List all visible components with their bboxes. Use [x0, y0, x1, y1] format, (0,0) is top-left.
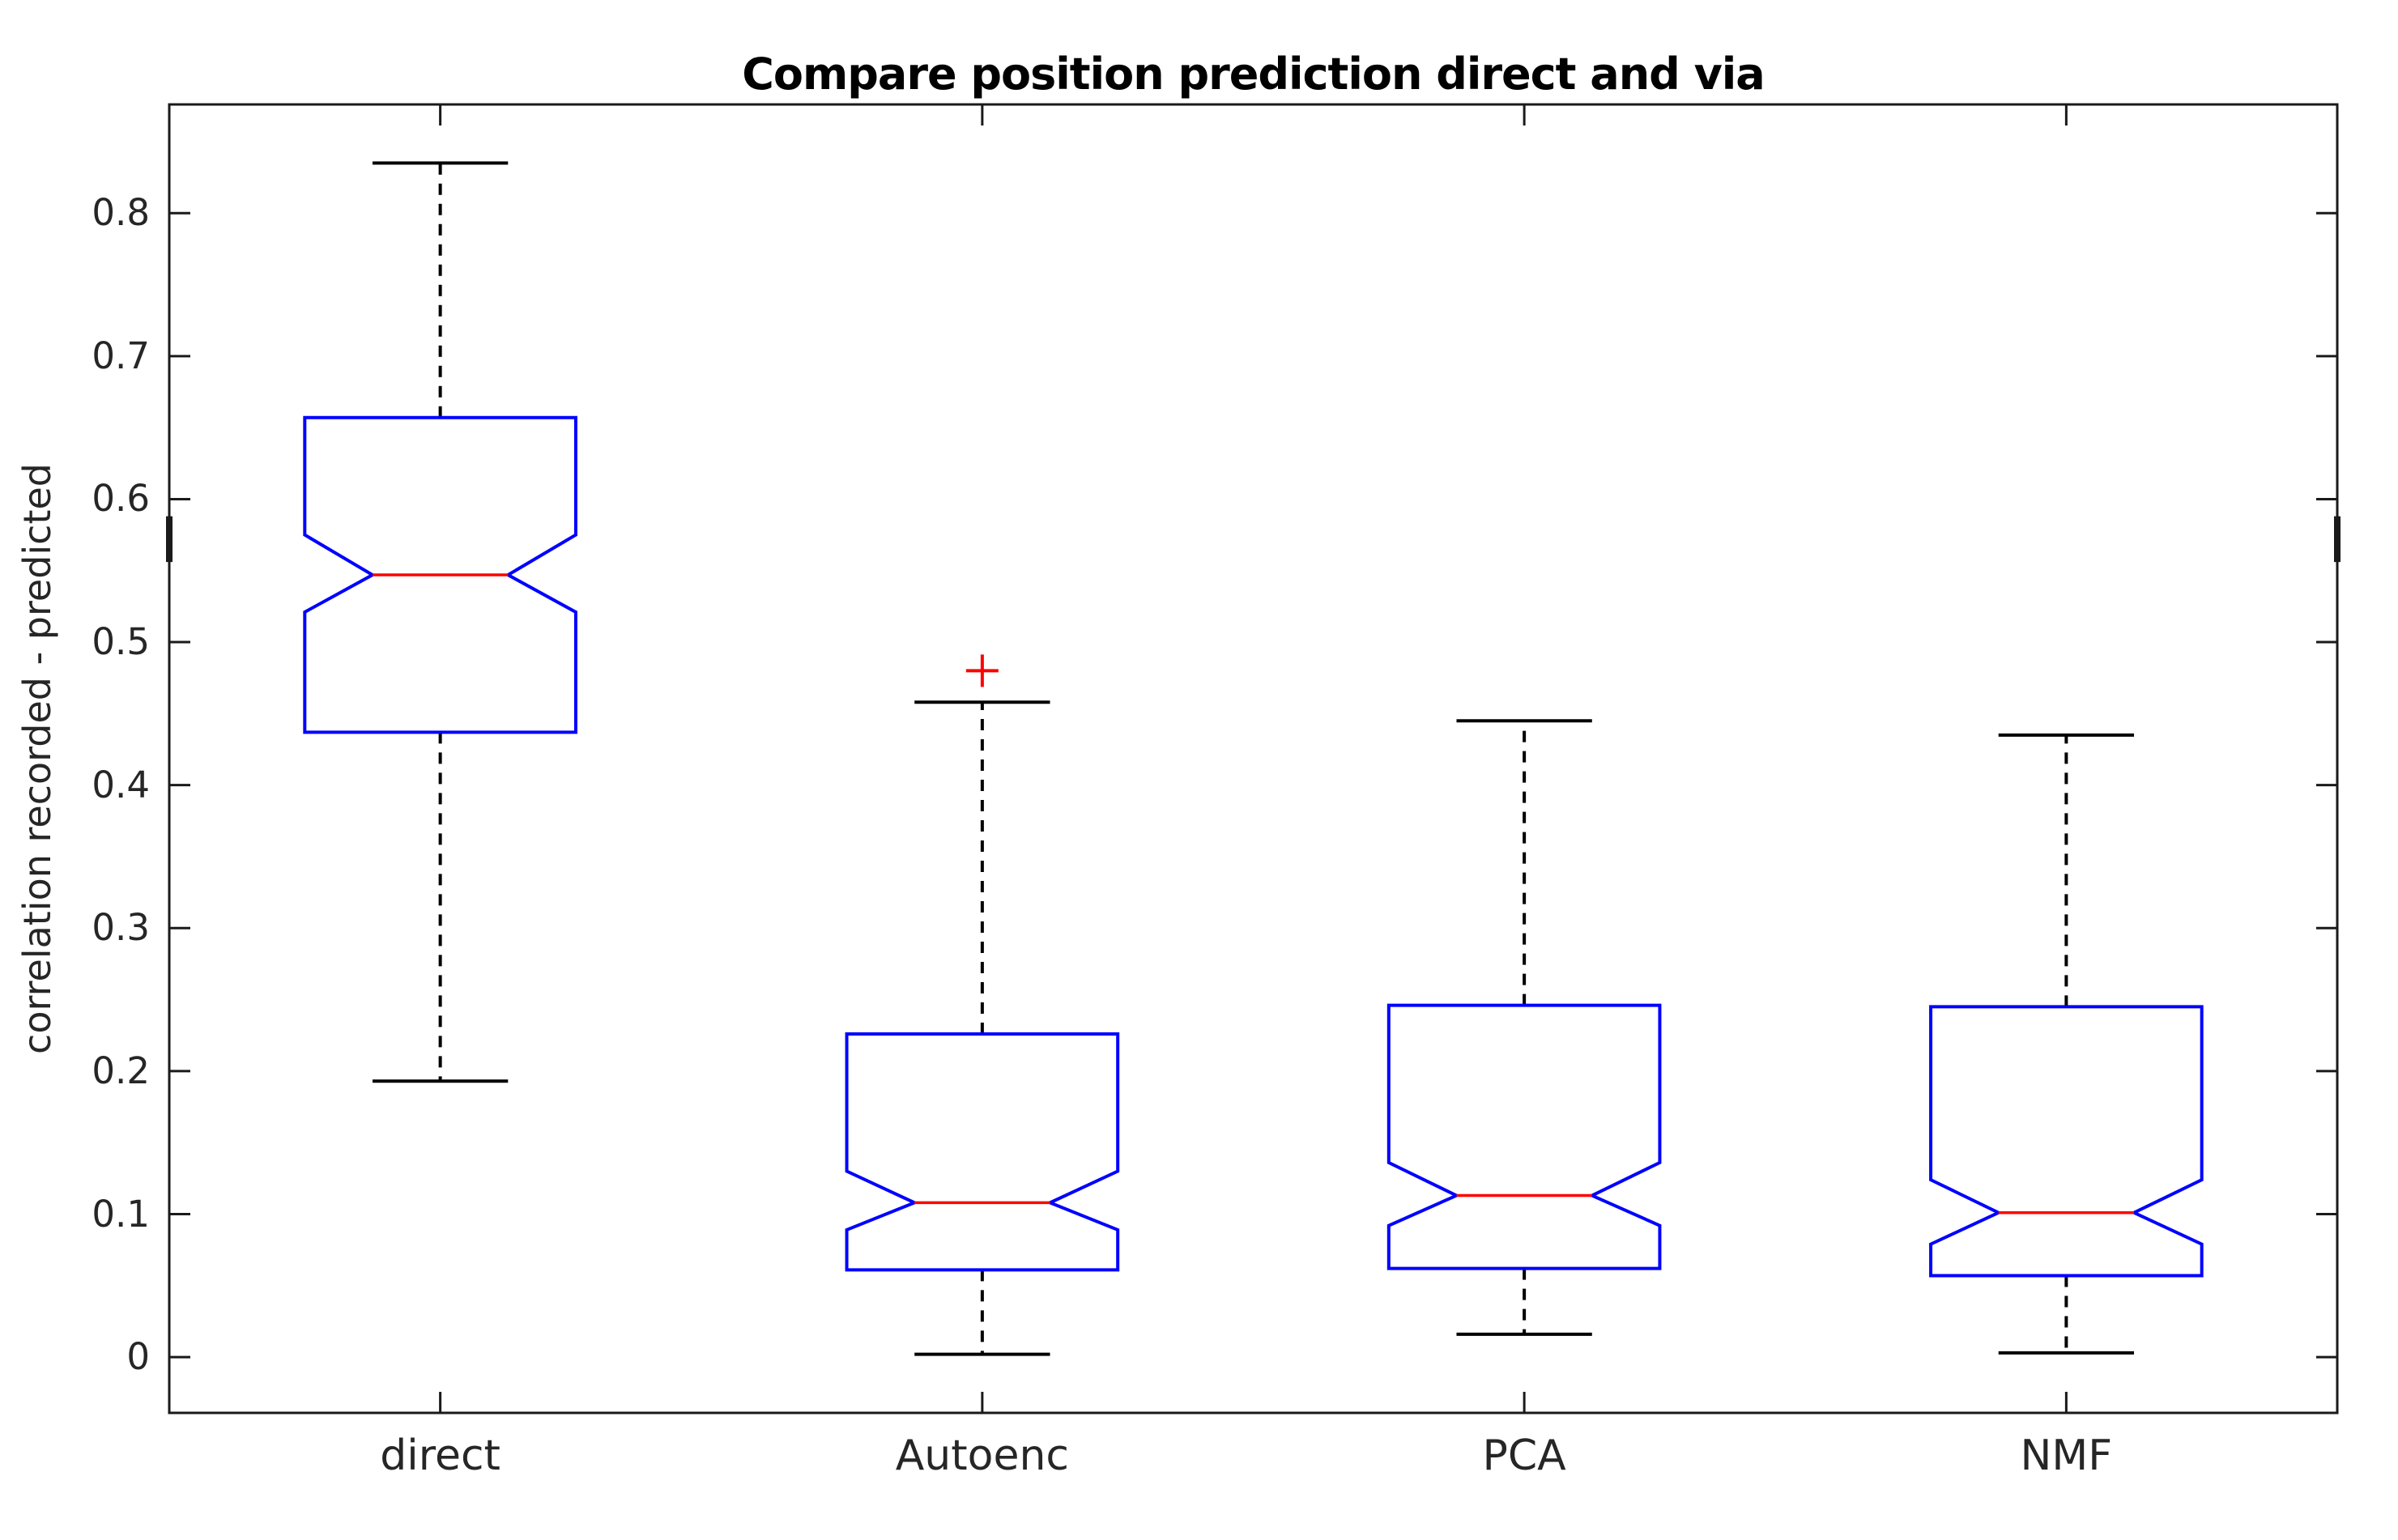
plot-frame: [168, 103, 2339, 1415]
x-tick-label-PCA: PCA: [1482, 1432, 1566, 1480]
box-PCA: [1386, 1003, 1662, 1270]
y-tick-label: 0.8: [92, 191, 150, 235]
box-direct: [303, 415, 577, 734]
chart-title: Compare position prediction direct and v…: [742, 49, 1765, 100]
x-tick-label-Autoenc: Autoenc: [895, 1432, 1070, 1480]
y-tick-label: 0.7: [92, 334, 150, 377]
x-tick-label-direct: direct: [380, 1432, 500, 1480]
y-tick-label: 0.1: [92, 1192, 150, 1236]
x-tick-label-NMF: NMF: [2020, 1432, 2113, 1480]
y-tick-label: 0.4: [92, 763, 150, 806]
box-Autoenc: [845, 1032, 1120, 1272]
y-tick-label: 0.5: [92, 620, 150, 664]
y-tick-label: 0.6: [92, 477, 150, 521]
y-tick-label: 0.2: [92, 1049, 150, 1092]
box-NMF: [1929, 1005, 2204, 1278]
y-tick-label: 0.3: [92, 906, 150, 950]
y-tick-label: 0: [126, 1335, 150, 1379]
